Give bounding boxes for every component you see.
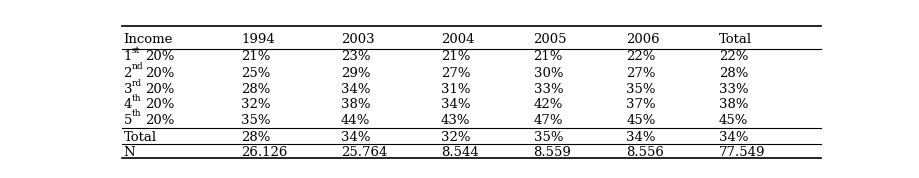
Text: 38%: 38% [718, 98, 747, 111]
Text: 34%: 34% [440, 98, 470, 111]
Text: 35%: 35% [626, 83, 655, 96]
Text: 20%: 20% [145, 67, 174, 80]
Text: 20%: 20% [145, 114, 174, 127]
Text: 42%: 42% [533, 98, 562, 111]
Text: 34%: 34% [626, 131, 655, 144]
Text: 8.559: 8.559 [533, 146, 571, 159]
Text: 34%: 34% [341, 131, 370, 144]
Text: th: th [131, 109, 141, 118]
Text: 28%: 28% [718, 67, 747, 80]
Text: N: N [123, 146, 135, 159]
Text: 77.549: 77.549 [718, 146, 765, 159]
Text: 30%: 30% [533, 67, 562, 80]
Text: 44%: 44% [341, 114, 370, 127]
Text: 31%: 31% [440, 83, 470, 96]
Text: 37%: 37% [626, 98, 655, 111]
Text: 35%: 35% [241, 114, 270, 127]
Text: 20%: 20% [145, 83, 174, 96]
Text: 25%: 25% [241, 67, 270, 80]
Text: 27%: 27% [440, 67, 470, 80]
Text: 38%: 38% [341, 98, 370, 111]
Text: 33%: 33% [533, 83, 562, 96]
Text: 2003: 2003 [341, 33, 374, 46]
Text: 23%: 23% [341, 51, 370, 64]
Text: 32%: 32% [241, 98, 270, 111]
Text: 22%: 22% [626, 51, 655, 64]
Text: 32%: 32% [440, 131, 470, 144]
Text: 34%: 34% [341, 83, 370, 96]
Text: 47%: 47% [533, 114, 562, 127]
Text: th: th [131, 94, 141, 103]
Text: Income: Income [123, 33, 173, 46]
Text: 1994: 1994 [241, 33, 275, 46]
Text: 8.544: 8.544 [440, 146, 478, 159]
Text: rd: rd [131, 79, 142, 88]
Text: Total: Total [718, 33, 751, 46]
Text: 29%: 29% [341, 67, 370, 80]
Text: 33%: 33% [718, 83, 748, 96]
Text: 45%: 45% [626, 114, 655, 127]
Text: 34%: 34% [718, 131, 747, 144]
Text: 21%: 21% [533, 51, 562, 64]
Text: 2004: 2004 [440, 33, 474, 46]
Text: 2006: 2006 [626, 33, 659, 46]
Text: 35%: 35% [533, 131, 562, 144]
Text: 21%: 21% [440, 51, 470, 64]
Text: 1: 1 [123, 51, 131, 64]
Text: 20%: 20% [145, 98, 174, 111]
Text: 28%: 28% [241, 83, 270, 96]
Text: 28%: 28% [241, 131, 270, 144]
Text: 22%: 22% [718, 51, 747, 64]
Text: 20%: 20% [145, 51, 174, 64]
Text: 3: 3 [123, 83, 132, 96]
Text: Total: Total [123, 131, 156, 144]
Text: 2: 2 [123, 67, 131, 80]
Text: 4: 4 [123, 98, 131, 111]
Text: 8.556: 8.556 [626, 146, 664, 159]
Text: 45%: 45% [718, 114, 747, 127]
Text: 2005: 2005 [533, 33, 566, 46]
Text: st: st [131, 46, 140, 55]
Text: nd: nd [131, 62, 142, 71]
Text: 26.126: 26.126 [241, 146, 288, 159]
Text: 43%: 43% [440, 114, 470, 127]
Text: 27%: 27% [626, 67, 655, 80]
Text: 25.764: 25.764 [341, 146, 387, 159]
Text: 21%: 21% [241, 51, 270, 64]
Text: 5: 5 [123, 114, 131, 127]
